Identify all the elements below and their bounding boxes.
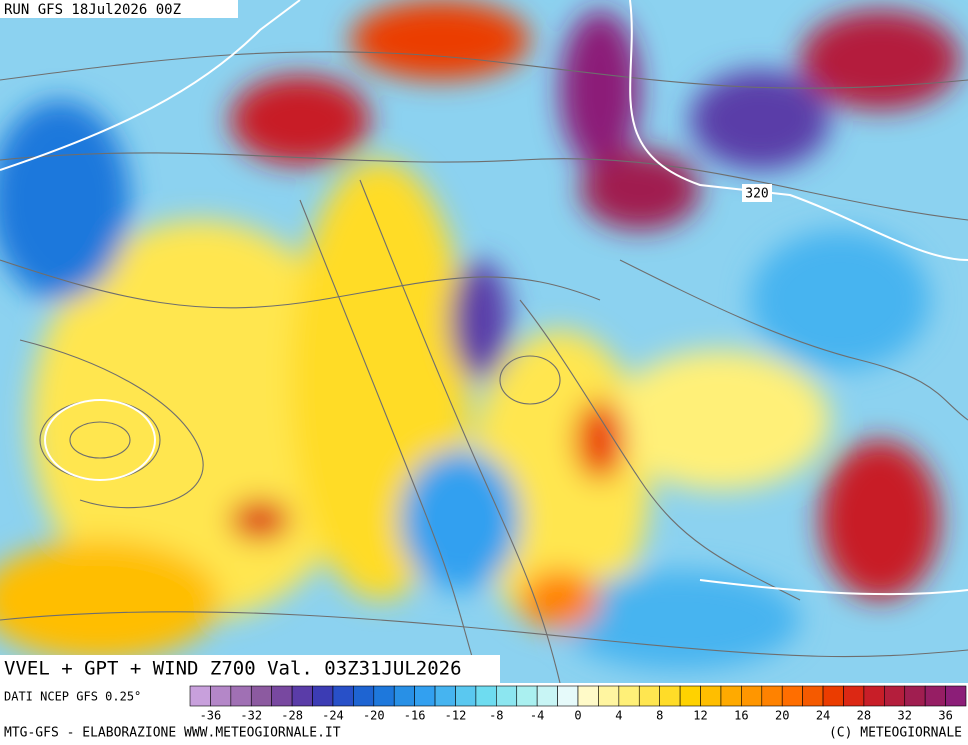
- colorbar-swatch: [250, 685, 272, 707]
- colorbar-tick-label: 4: [615, 709, 622, 723]
- colorbar-swatch: [393, 685, 415, 707]
- colorbar-tick-label: -8: [489, 709, 503, 723]
- contour-label: 320: [745, 187, 768, 202]
- colorbar-tick-label: -28: [281, 709, 303, 723]
- colorbar-swatch: [496, 685, 518, 707]
- run-label: RUN GFS 18Jul2026 00Z: [4, 2, 181, 18]
- colorbar-swatch: [434, 685, 456, 707]
- colorbar-swatch: [536, 685, 558, 707]
- footer-left: MTG-GFS - ELABORAZIONE WWW.METEOGIORNALE…: [4, 726, 341, 741]
- footer-right: (C) METEOGIORNALE: [829, 726, 962, 741]
- colorbar-swatch: [373, 685, 395, 707]
- gpt-contours: [0, 0, 968, 596]
- colorbar-swatch: [557, 685, 579, 707]
- colorbar-tick-label: -24: [322, 709, 344, 723]
- colorbar-swatch: [761, 685, 783, 707]
- colorbar-swatch: [781, 685, 803, 707]
- colorbar-swatch: [475, 685, 497, 707]
- header-bg: [0, 0, 238, 18]
- colorbar-swatch: [598, 685, 620, 707]
- colorbar-swatch: [720, 685, 742, 707]
- vvel-field: [0, 0, 960, 670]
- colorbar-swatch: [741, 685, 763, 707]
- colorbar-swatch: [455, 685, 477, 707]
- map: 320 RUN GFS 18Jul2026 00Z VVEL + GPT + W…: [0, 0, 968, 683]
- colorbar-tick-label: 16: [734, 709, 748, 723]
- colorbar-tick-label: -16: [404, 709, 426, 723]
- colorbar-tick-label: -32: [240, 709, 262, 723]
- colorbar-swatch: [414, 685, 436, 707]
- colorbar-swatch: [802, 685, 824, 707]
- colorbar-tick-label: -4: [530, 709, 544, 723]
- colorbar-swatch: [863, 685, 885, 707]
- colorbar-swatch: [659, 685, 681, 707]
- colorbar-tick-label: 0: [574, 709, 581, 723]
- colorbar-swatch: [230, 685, 252, 707]
- map-title: VVEL + GPT + WIND Z700 Val. 03Z31JUL2026: [4, 658, 462, 680]
- colorbar-tick-label: 28: [857, 709, 871, 723]
- colorbar-swatch: [332, 685, 354, 707]
- colorbar-swatch: [271, 685, 293, 707]
- source-label: DATI NCEP GFS 0.25°: [4, 690, 141, 704]
- colorbar-swatch: [291, 685, 313, 707]
- colorbar: -36 -32 -28 -24 -20 -16 -12 -8 -4 0 4 8 12 16 20 24 28 32…: [189, 685, 967, 723]
- title-bg: [0, 655, 500, 683]
- colorbar-tick-label: 20: [775, 709, 789, 723]
- colorbar-swatch: [843, 685, 865, 707]
- colorbar-swatch: [312, 685, 334, 707]
- colorbar-tick-label: -20: [363, 709, 385, 723]
- colorbar-tick-label: -12: [445, 709, 467, 723]
- colorbar-swatch: [822, 685, 844, 707]
- streamlines: [0, 51, 968, 683]
- colorbar-swatch: [884, 685, 906, 707]
- colorbar-swatch: [618, 685, 640, 707]
- colorbar-swatch: [189, 685, 211, 707]
- colorbar-tick-label: 36: [938, 709, 952, 723]
- colorbar-tick-label: 24: [816, 709, 830, 723]
- colorbar-swatch: [924, 685, 946, 707]
- colorbar-swatch: [904, 685, 926, 707]
- colorbar-swatch: [700, 685, 722, 707]
- colorbar-swatch: [638, 685, 660, 707]
- colorbar-swatch: [679, 685, 701, 707]
- colorbar-tick-label: 12: [693, 709, 707, 723]
- colorbar-swatch: [516, 685, 538, 707]
- colorbar-tick-label: 32: [898, 709, 912, 723]
- colorbar-swatch: [945, 685, 967, 707]
- colorbar-swatch: [353, 685, 375, 707]
- colorbar-tick-label: 8: [656, 709, 663, 723]
- colorbar-swatch: [577, 685, 599, 707]
- colorbar-swatch: [210, 685, 232, 707]
- contour-label-bg: [742, 184, 772, 202]
- colorbar-tick-label: -36: [200, 709, 222, 723]
